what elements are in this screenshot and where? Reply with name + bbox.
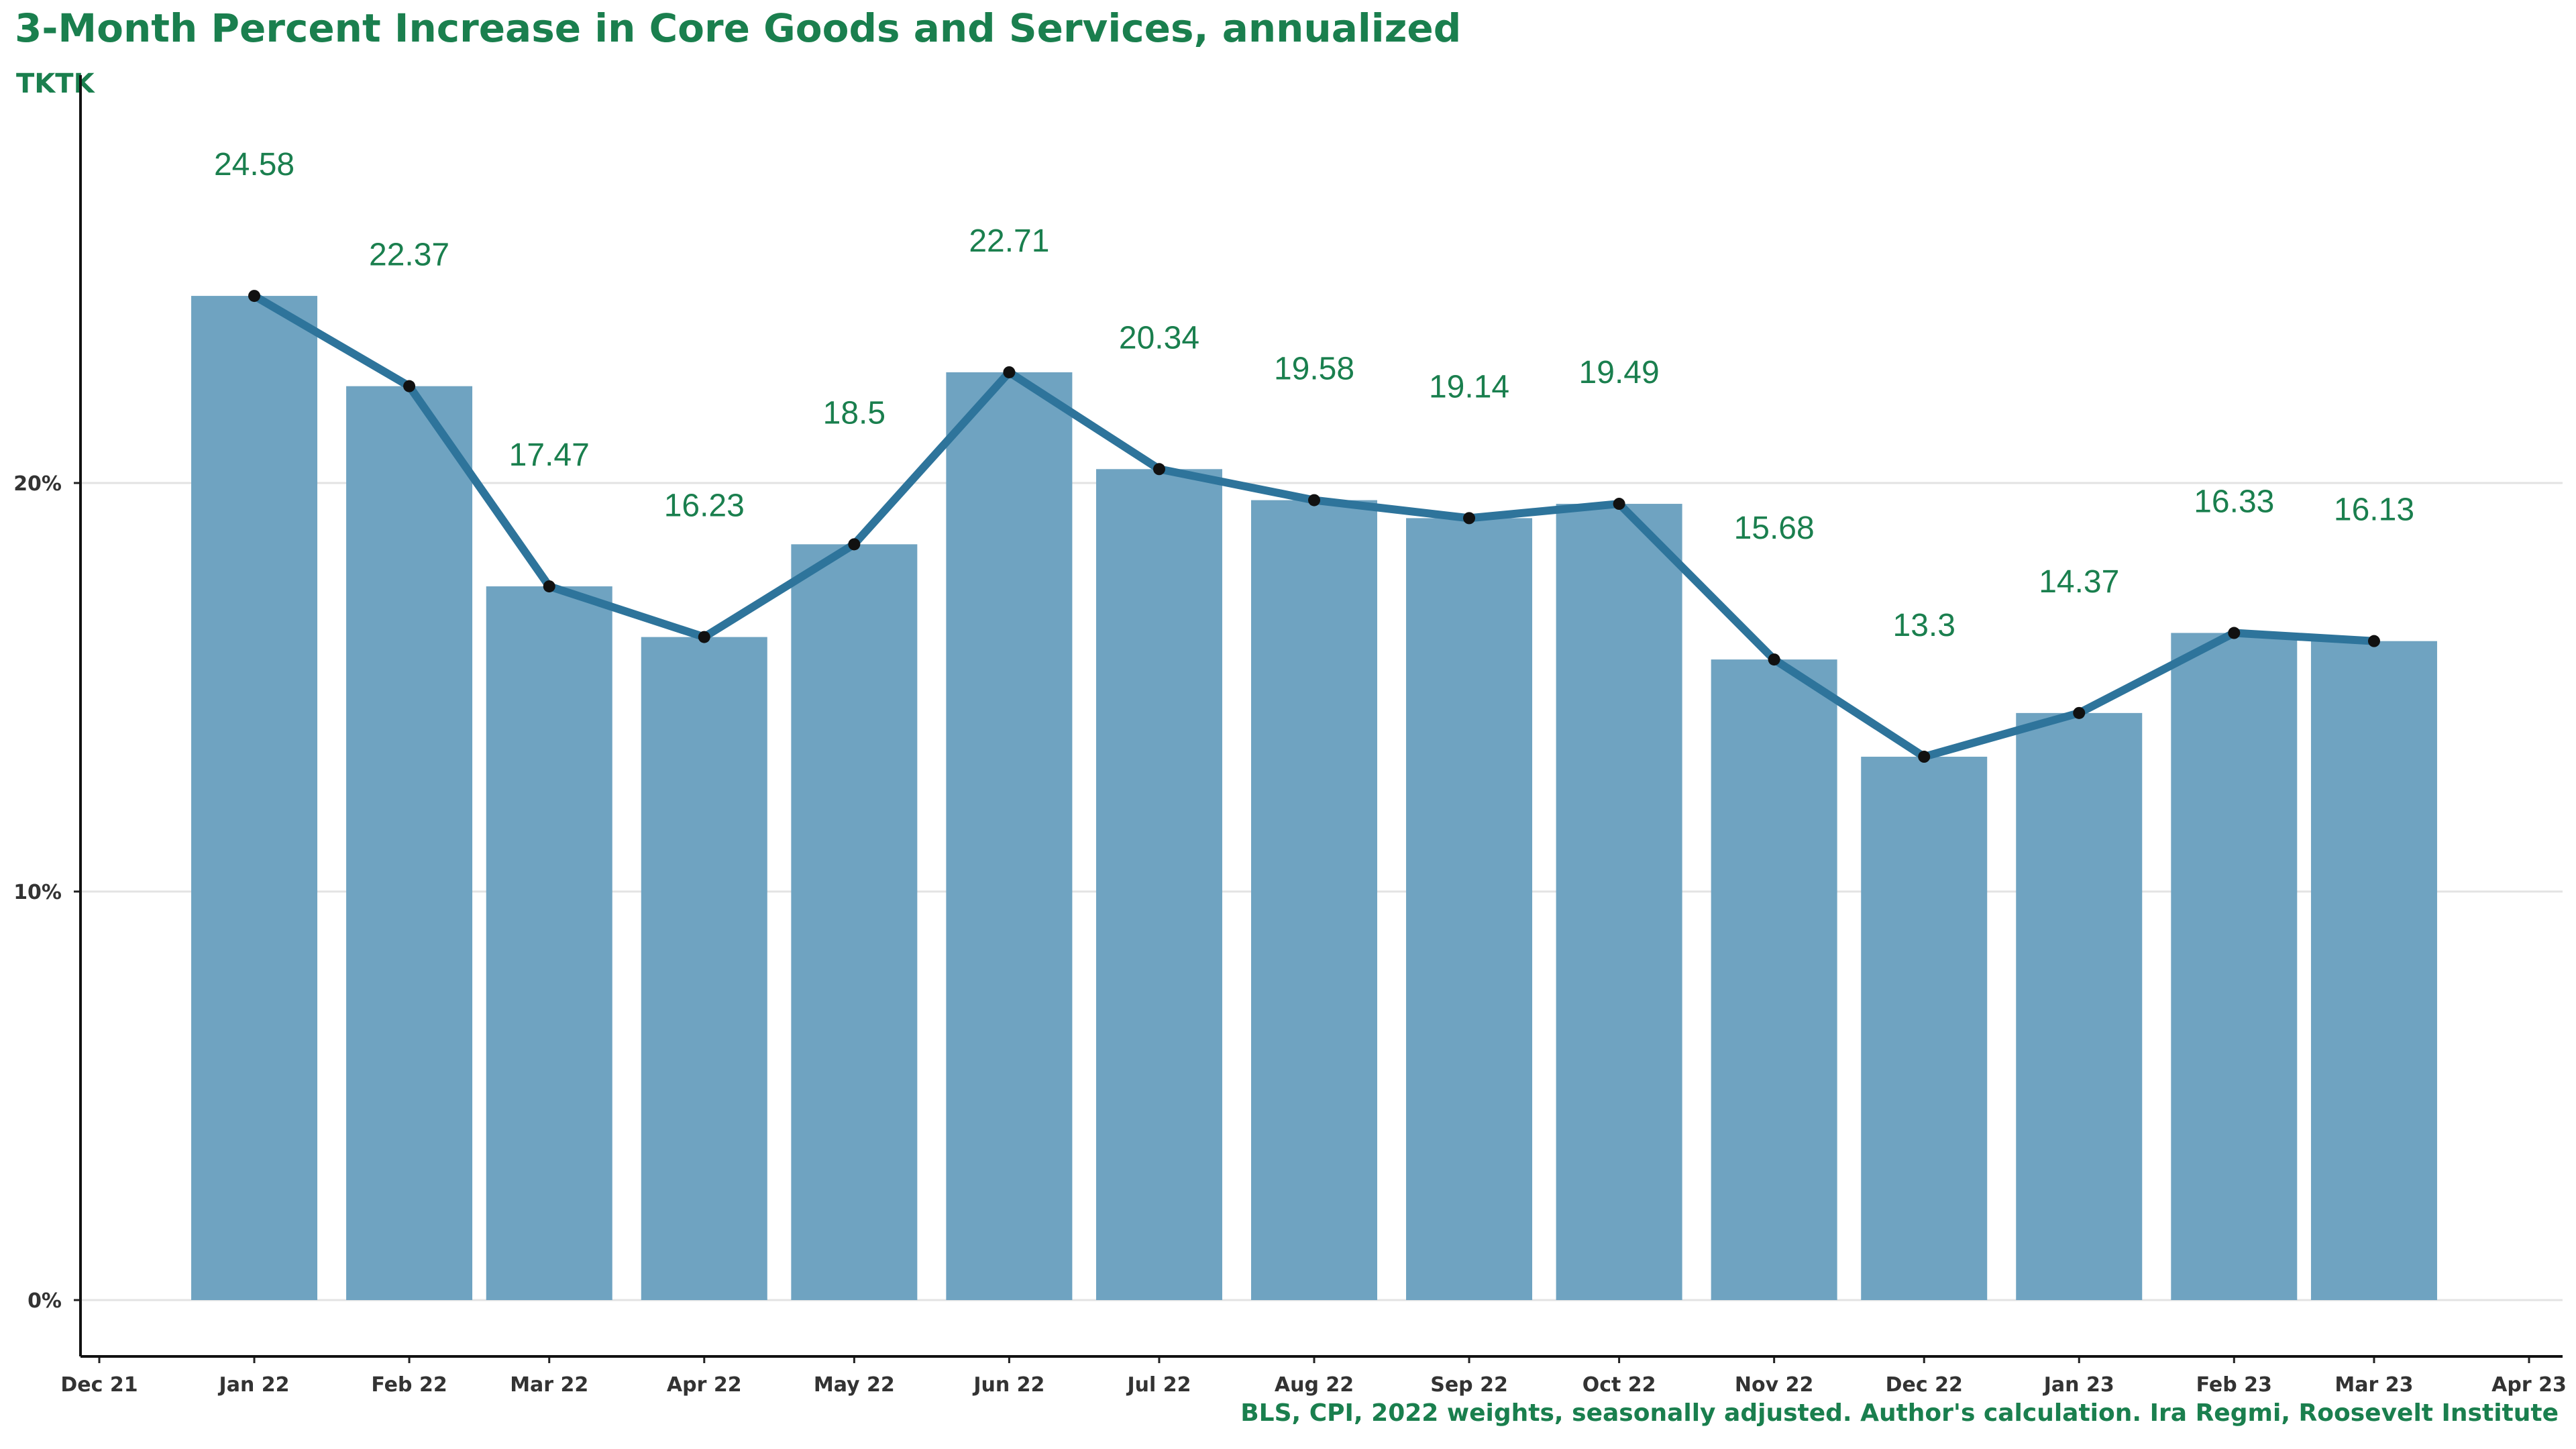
- data-label-2022-05-01: 18.5: [823, 395, 885, 431]
- point-2022-07-01: [1152, 463, 1165, 476]
- y-tick-label-20: 20%: [13, 472, 62, 496]
- bar-2022-12-01: [1861, 757, 1988, 1300]
- data-label-2023-02-01: 16.33: [2194, 484, 2274, 520]
- x-tick-label-apr-22: Apr 22: [667, 1373, 742, 1397]
- point-2022-11-01: [1768, 653, 1780, 666]
- data-label-2022-10-01: 19.49: [1579, 355, 1660, 390]
- point-2022-05-01: [848, 538, 861, 551]
- x-tick-label-may-22: May 22: [814, 1373, 895, 1397]
- x-tick-label-jun-22: Jun 22: [972, 1373, 1044, 1397]
- data-label-2022-03-01: 17.47: [509, 437, 590, 473]
- point-2022-01-01: [248, 290, 261, 303]
- point-2022-10-01: [1613, 498, 1625, 511]
- x-tick-label-jan-22: Jan 22: [218, 1373, 290, 1397]
- x-tick-label-aug-22: Aug 22: [1275, 1373, 1354, 1397]
- point-2022-02-01: [403, 380, 416, 392]
- x-tick-label-jan-23: Jan 23: [2043, 1373, 2114, 1397]
- point-2022-08-01: [1308, 494, 1320, 506]
- y-tick-label-10: 10%: [13, 881, 62, 904]
- point-2023-03-01: [2367, 635, 2380, 647]
- x-tick-label-feb-23: Feb 23: [2196, 1373, 2272, 1397]
- bar-2022-01-01: [191, 296, 318, 1300]
- bar-2022-08-01: [1251, 500, 1377, 1300]
- bar-2022-07-01: [1095, 469, 1222, 1301]
- bar-2023-02-01: [2171, 633, 2298, 1300]
- trend-line: [248, 290, 2380, 763]
- point-2023-02-01: [2228, 627, 2241, 639]
- data-label-2022-09-01: 19.14: [1429, 369, 1509, 405]
- x-tick-label-mar-22: Mar 22: [510, 1373, 588, 1397]
- x-tick-label-dec-21: Dec 21: [60, 1373, 138, 1397]
- bar-2022-11-01: [1711, 659, 1837, 1300]
- bar-2022-03-01: [486, 586, 612, 1300]
- x-tick-label-feb-22: Feb 22: [371, 1373, 447, 1397]
- bar-2022-02-01: [346, 386, 473, 1300]
- x-tick-label-sep-22: Sep 22: [1430, 1373, 1508, 1397]
- point-2022-09-01: [1463, 512, 1476, 525]
- bars: [191, 296, 2437, 1301]
- data-label-2023-01-01: 14.37: [2039, 564, 2119, 600]
- x-tick-label-jul-22: Jul 22: [1126, 1373, 1191, 1397]
- bar-2022-04-01: [641, 637, 767, 1300]
- data-label-2022-07-01: 20.34: [1119, 320, 1199, 356]
- data-label-2022-08-01: 19.58: [1274, 352, 1354, 387]
- x-tick-label-dec-22: Dec 22: [1886, 1373, 1963, 1397]
- point-2022-03-01: [543, 580, 555, 593]
- data-labels: 24.58 22.37 17.47 16.23 18.5 22.71 20.34 19.58 1…: [214, 147, 2414, 643]
- x-tick-label-oct-22: Oct 22: [1582, 1373, 1656, 1397]
- bar-2022-06-01: [946, 372, 1073, 1301]
- x-tick-label-mar-23: Mar 23: [2334, 1373, 2413, 1397]
- data-label-2023-03-01: 16.13: [2334, 492, 2414, 528]
- point-2022-04-01: [698, 631, 710, 643]
- x-tick-label-apr-23: Apr 23: [2491, 1373, 2567, 1397]
- bar-2022-05-01: [791, 544, 918, 1300]
- data-label-2022-01-01: 24.58: [214, 147, 294, 182]
- data-label-2022-06-01: 22.71: [969, 223, 1049, 259]
- point-2022-12-01: [1918, 751, 1931, 763]
- bar-2022-10-01: [1556, 504, 1682, 1300]
- y-tick-label-0: 0%: [28, 1289, 62, 1313]
- chart-caption: BLS, CPI, 2022 weights, seasonally adjus…: [1240, 1399, 2559, 1427]
- data-label-2022-11-01: 15.68: [1734, 511, 1815, 546]
- bar-2023-03-01: [2310, 641, 2437, 1300]
- bar-2023-01-01: [2016, 712, 2143, 1300]
- chart-title: 3-Month Percent Increase in Core Goods a…: [15, 5, 1462, 51]
- x-tick-label-nov-22: Nov 22: [1735, 1373, 1813, 1397]
- data-label-2022-12-01: 13.3: [1893, 608, 1955, 643]
- bar-2022-09-01: [1406, 518, 1533, 1300]
- data-label-2022-04-01: 16.23: [664, 488, 745, 524]
- point-2023-01-01: [2073, 706, 2086, 719]
- axes: 0% 10% 20% Dec 21 Jan 22 Feb 22 Mar 22 Apr 22 Ma…: [13, 75, 2567, 1397]
- point-2022-06-01: [1003, 366, 1016, 378]
- data-label-2022-02-01: 22.37: [369, 237, 449, 273]
